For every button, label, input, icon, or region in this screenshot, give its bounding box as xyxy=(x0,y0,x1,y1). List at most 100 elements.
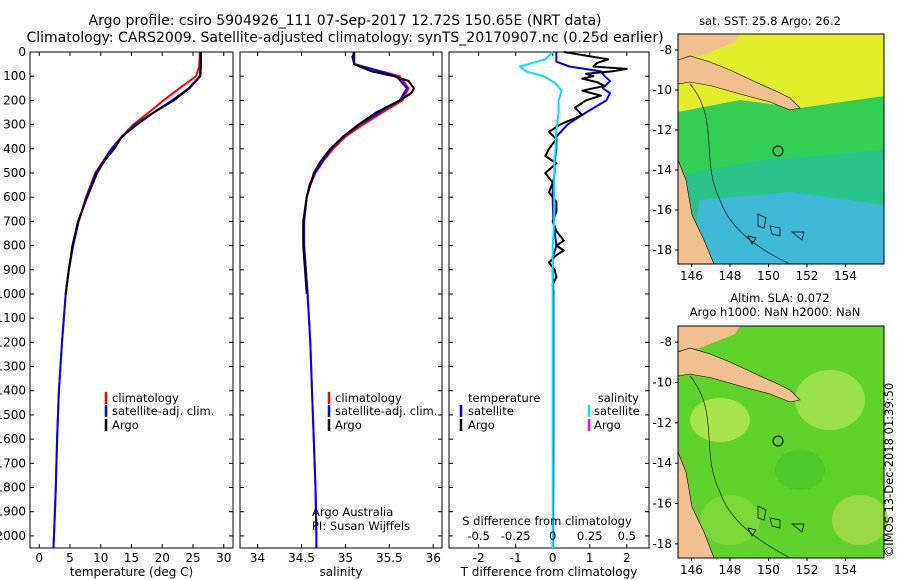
lat-tick-label: -18 xyxy=(652,537,672,551)
depth-tick-label: 0 xyxy=(18,45,26,59)
s-difference-caption: S difference from climatology xyxy=(462,514,632,528)
lon-tick-label: 146 xyxy=(680,269,703,283)
depth-tick-label: 1400 xyxy=(0,384,26,398)
legend-salinity-head: salinity xyxy=(598,391,639,405)
series-line-satellite-adj-clim- xyxy=(52,52,202,549)
lon-tick-label: 154 xyxy=(834,269,857,283)
lat-tick-label: -18 xyxy=(652,243,672,257)
depth-tick-label: 700 xyxy=(3,214,26,228)
x-tick-label: 34 xyxy=(250,551,265,565)
sla-map xyxy=(677,325,888,559)
depth-tick-label: 500 xyxy=(3,166,26,180)
lon-tick-label: 152 xyxy=(796,563,819,577)
depth-tick-label: 1300 xyxy=(0,360,26,374)
sla-profile-marker xyxy=(772,435,784,447)
depth-tick-label: 200 xyxy=(3,93,26,107)
lon-tick-label: 150 xyxy=(757,563,780,577)
lat-tick-label: -10 xyxy=(652,83,672,97)
lat-tick-label: -16 xyxy=(652,497,672,511)
sst-contour xyxy=(689,83,791,265)
sla-map-title1: Altim. SLA: 0.072 xyxy=(730,291,829,305)
lat-tick-label: -8 xyxy=(660,335,672,349)
sst-reefs xyxy=(747,213,805,245)
x-axis-label: T difference from climatology xyxy=(460,565,638,579)
x-tick-label: 2 xyxy=(623,551,631,565)
lon-tick-label: 146 xyxy=(680,563,703,577)
x-tick-label: 25 xyxy=(185,551,200,565)
depth-tick-label: 800 xyxy=(3,239,26,253)
temperature-panel: 0 100 200 300 400 500 600 700 800 900 1000 1100 1200… xyxy=(0,45,234,579)
plot-frame xyxy=(239,51,443,549)
legend-satellite-label: satellite-adj. clim. xyxy=(112,404,214,418)
credit-pi: PI: Susan Wijffels xyxy=(312,519,410,533)
s-tick-label: 0.25 xyxy=(577,529,603,543)
legend-climatology-label: climatology xyxy=(112,391,179,405)
sla-reefs xyxy=(747,505,805,537)
lat-tick-label: -10 xyxy=(652,375,672,389)
legend-temperature-head: temperature xyxy=(468,391,540,405)
depth-tick-label: 1900 xyxy=(0,505,26,519)
imos-stamp: ©IMOS 13-Dec-2018 01:39:50 xyxy=(882,383,896,558)
depth-tick-label: 1000 xyxy=(0,287,26,301)
depth-tick-label: 1200 xyxy=(0,335,26,349)
x-tick-label: -2 xyxy=(473,551,485,565)
lon-tick-label: 148 xyxy=(719,563,742,577)
series-line-salinity-satellite xyxy=(519,51,563,548)
salinity-legend: climatology satellite-adj. clim. Argo Ar… xyxy=(312,391,437,533)
lat-tick-label: -8 xyxy=(660,43,672,57)
legend-argo-label: Argo xyxy=(335,418,362,432)
series-line-temperature-satellite xyxy=(551,52,612,549)
s-tick-label: 0.5 xyxy=(618,529,636,543)
series-line-climatology xyxy=(52,51,201,549)
lon-tick-label: 152 xyxy=(796,269,819,283)
x-tick-label: 34.5 xyxy=(288,551,315,565)
difference-legend: temperature satellite Argo salinity sate… xyxy=(459,391,640,528)
figure-title-line1: Argo profile: csiro 5904926_111 07-Sep-2… xyxy=(89,13,602,29)
lat-tick-label: -12 xyxy=(652,123,672,137)
x-tick-label: -1 xyxy=(510,551,522,565)
depth-tick-label: 600 xyxy=(3,190,26,204)
x-axis-label: temperature (deg C) xyxy=(70,565,193,579)
sla-blob-2 xyxy=(690,398,750,442)
sst-land-north xyxy=(678,34,740,58)
x-tick-label: 35 xyxy=(338,551,353,565)
plot-frame xyxy=(448,51,650,549)
lon-tick-label: 148 xyxy=(719,269,742,283)
depth-tick-label: 100 xyxy=(3,69,26,83)
sst-cool-band xyxy=(690,192,884,264)
sst-profile-marker xyxy=(772,145,784,157)
sla-blob-4 xyxy=(832,495,888,545)
legend-climatology-label: climatology xyxy=(335,391,402,405)
depth-tick-label: 300 xyxy=(3,118,26,132)
depth-tick-label: 1500 xyxy=(0,408,26,422)
x-tick-label: 5 xyxy=(66,551,74,565)
depth-tick-label: 1600 xyxy=(0,432,26,446)
x-tick-label: 10 xyxy=(93,551,108,565)
depth-tick-label: 400 xyxy=(3,142,26,156)
legend-satellite-label: satellite-adj. clim. xyxy=(335,404,437,418)
legend-s-argo-label: Argo xyxy=(594,418,621,432)
lat-tick-label: -12 xyxy=(652,416,672,430)
lon-tick-label: 150 xyxy=(757,269,780,283)
s-tick-label: -0.5 xyxy=(467,529,489,543)
series-line-temperature-argo xyxy=(544,51,628,295)
depth-tick-label: 1100 xyxy=(0,311,26,325)
sla-land-png xyxy=(677,347,801,403)
depth-tick-label: 2000 xyxy=(0,529,26,543)
sla-land-north xyxy=(678,326,740,350)
sst-map-frame xyxy=(677,33,885,265)
sla-blob-1 xyxy=(795,370,865,430)
x-tick-label: 15 xyxy=(124,551,139,565)
depth-tick-label: 900 xyxy=(3,263,26,277)
sst-map-axes: -8 -10 -12 -14 -16 -18 146 148 150 152 154 xyxy=(652,43,857,283)
x-tick-label: 30 xyxy=(216,551,231,565)
lon-tick-label: 154 xyxy=(834,563,857,577)
sla-map-title2: Argo h1000: NaN h2000: NaN xyxy=(690,305,861,319)
lat-tick-label: -14 xyxy=(652,456,672,470)
sla-blob-5 xyxy=(700,495,760,545)
x-tick-label: 35.5 xyxy=(376,551,403,565)
temperature-legend: climatology satellite-adj. clim. Argo xyxy=(104,391,214,432)
depth-tick-label: 1800 xyxy=(0,481,26,495)
sla-blob-3 xyxy=(775,450,825,490)
